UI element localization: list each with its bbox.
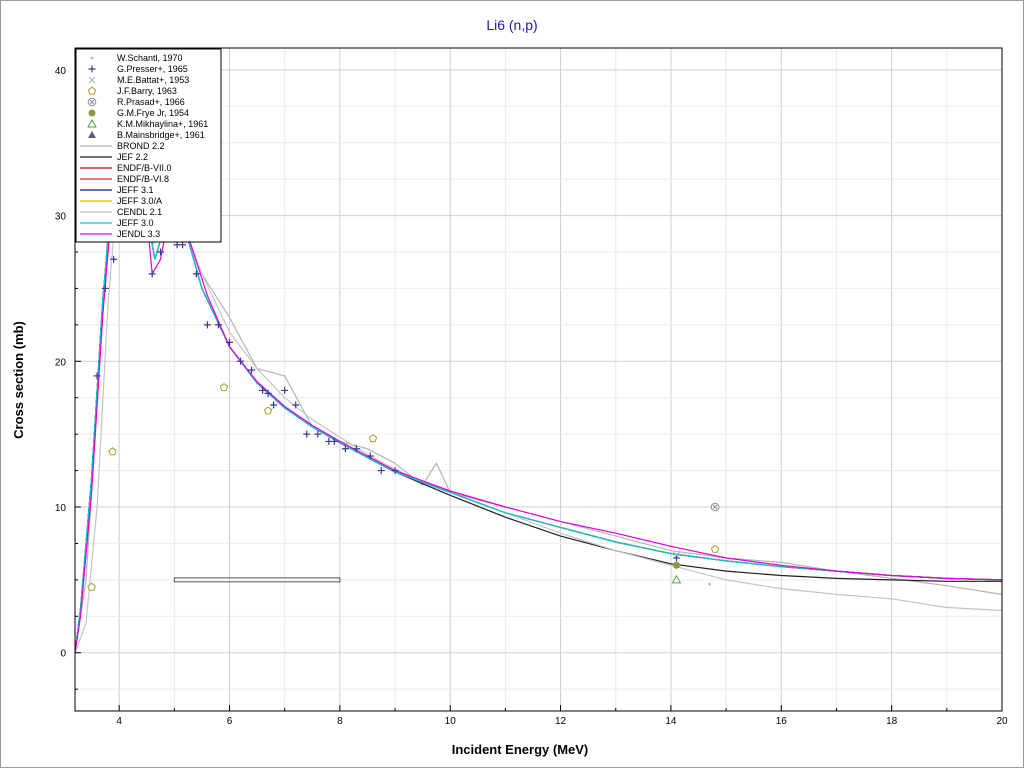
- data-point: [341, 445, 349, 453]
- legend-marker: [87, 86, 97, 95]
- legend-marker: [88, 76, 96, 84]
- data-point: [157, 248, 165, 256]
- data-point: [148, 270, 156, 278]
- data-point: [281, 386, 289, 394]
- legend-label: CENDL 2.1: [117, 207, 162, 217]
- legend-label: ENDF/B-VI.8: [117, 174, 169, 184]
- data-point: [203, 321, 211, 329]
- series-markers: [87, 241, 720, 591]
- legend-label: R.Prasad+, 1966: [117, 97, 185, 107]
- data-point: [248, 366, 256, 374]
- data-point: [672, 561, 680, 569]
- data-point: [270, 401, 278, 409]
- data-point: [710, 544, 720, 553]
- data-point: [330, 437, 338, 445]
- x-tick-label: 18: [886, 716, 898, 727]
- legend-marker: [88, 65, 96, 73]
- x-tick-label: 20: [996, 716, 1008, 727]
- legend-marker-cross: [89, 99, 95, 105]
- legend-label: J.F.Barry, 1963: [117, 86, 177, 96]
- y-tick-label: 30: [55, 212, 67, 223]
- y-axis-label: Cross section (mb): [11, 321, 26, 439]
- data-point: [292, 401, 300, 409]
- y-tick-label: 20: [55, 357, 67, 368]
- data-point: [671, 574, 682, 584]
- data-point: [263, 406, 273, 415]
- data-point: [101, 284, 109, 292]
- x-tick-label: 10: [445, 716, 457, 727]
- data-point: [108, 447, 117, 456]
- x-tick-label: 14: [665, 716, 677, 727]
- data-point: [366, 452, 374, 460]
- legend-label: BROND 2.2: [117, 141, 165, 151]
- y-tick-label: 0: [60, 649, 66, 660]
- data-point: [391, 467, 399, 475]
- x-tick-label: 4: [116, 716, 122, 727]
- data-point: [673, 551, 680, 559]
- y-tick-label: 10: [55, 503, 67, 514]
- y-tick-label: 40: [55, 66, 67, 77]
- energy-range-bar: [173, 577, 341, 583]
- legend-marker: [88, 109, 96, 117]
- legend-marker: [87, 118, 97, 128]
- legend-label: B.Mainsbridge+, 1961: [117, 130, 205, 140]
- data-point: [93, 372, 101, 380]
- legend-label: JEFF 3.0/A: [117, 196, 162, 206]
- data-point: [237, 357, 245, 365]
- x-tick-label: 8: [337, 716, 343, 727]
- legend-label: W.Schantl, 1970: [117, 53, 183, 63]
- data-point: [226, 338, 233, 346]
- x-axis-label: Incident Energy (MeV): [452, 742, 589, 757]
- data-point: [708, 582, 711, 586]
- data-point: [377, 467, 385, 475]
- data-point: [219, 383, 229, 392]
- legend-marker: [90, 56, 94, 60]
- legend-label: G.Presser+, 1965: [117, 64, 188, 74]
- data-point: [368, 434, 378, 443]
- x-tick-label: 16: [776, 716, 788, 727]
- x-tick-label: 6: [227, 716, 233, 727]
- data-point: [303, 430, 311, 438]
- plot-border: [74, 47, 1003, 712]
- legend-label: M.E.Battat+, 1953: [117, 75, 189, 85]
- legend-label: K.M.Mikhaylina+, 1961: [117, 119, 208, 129]
- x-tick-label: 12: [555, 716, 567, 727]
- grid: [75, 48, 1003, 711]
- data-point: [110, 255, 118, 263]
- data-point: [214, 321, 222, 329]
- data-point: [192, 270, 200, 278]
- axis-ticks: 4 6 8 10 12 14 16 18 20 0 10 20 30 40: [55, 66, 1008, 727]
- legend-label: JENDL 3.3: [117, 229, 160, 239]
- legend-label: JEFF 3.0: [117, 218, 154, 228]
- legend-label: JEFF 3.1: [117, 185, 154, 195]
- data-point-cross: [712, 504, 718, 510]
- data-point: [87, 582, 96, 591]
- legend-label: G.M.Frye Jr, 1954: [117, 108, 189, 118]
- data-point: [259, 386, 267, 394]
- legend-label: ENDF/B-VII.0: [117, 163, 172, 173]
- data-point: [314, 430, 322, 438]
- data-point: [264, 389, 272, 397]
- data-point: [352, 445, 360, 453]
- legend-label: JEF 2.2: [117, 152, 148, 162]
- chart-title: Li6 (n,p): [486, 17, 537, 33]
- legend-marker: [88, 131, 96, 138]
